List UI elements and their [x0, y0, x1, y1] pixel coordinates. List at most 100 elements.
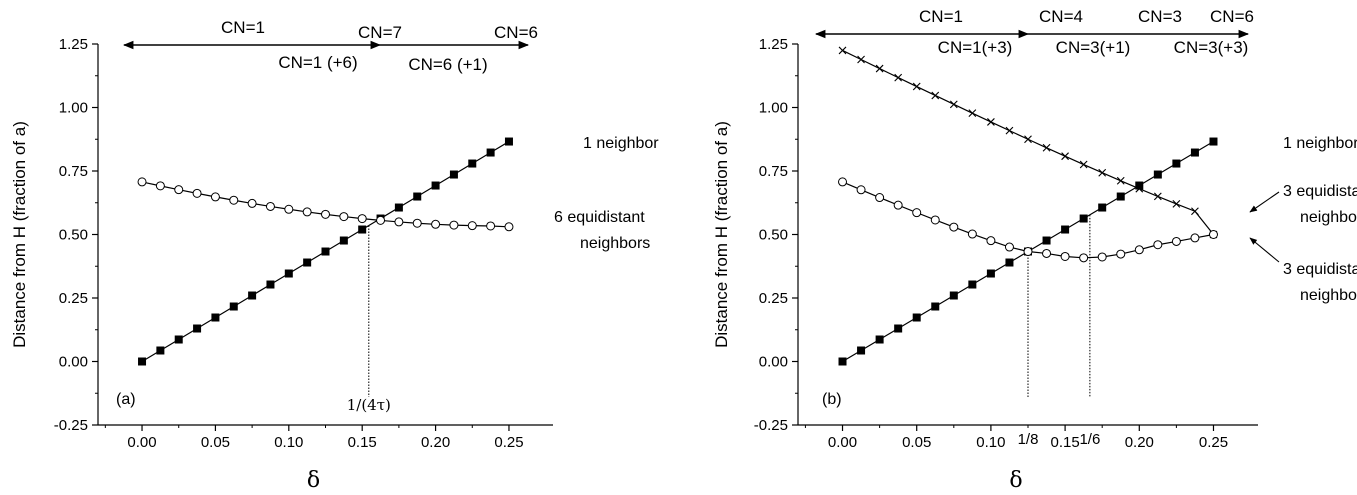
marker-circle [1153, 240, 1163, 250]
marker-square [358, 225, 367, 234]
x-tick-label: 0.20 [1125, 434, 1154, 451]
x-tick-label: 0.15 [1050, 434, 1079, 451]
x-tick-label: 0.00 [127, 434, 156, 451]
marker-circle [1097, 252, 1107, 262]
y-tick-label: 1.25 [759, 36, 788, 53]
marker-square [857, 346, 866, 355]
marker-square [229, 302, 238, 311]
marker-square [1061, 225, 1070, 234]
marker-square [284, 269, 293, 278]
panel-tag: (a) [116, 391, 136, 408]
marker-square [912, 313, 921, 322]
marker-cross [987, 118, 995, 126]
x-tick-label: 0.05 [201, 434, 230, 451]
marker-circle [1004, 242, 1014, 252]
panel-tag: (b) [822, 391, 842, 408]
cn-label: CN=3(+3) [1174, 38, 1249, 57]
y-tick-label: 0.50 [59, 227, 88, 244]
marker-cross [857, 55, 865, 64]
marker-circle [912, 208, 922, 218]
vline-label: 1/8 [1018, 431, 1039, 448]
cn-label: CN=6 (+1) [408, 55, 487, 74]
marker-circle [376, 215, 386, 225]
marker-cross [912, 82, 921, 91]
cn-label: CN=1 [221, 18, 265, 37]
marker-cross [1098, 168, 1107, 177]
marker-circle [210, 192, 220, 202]
marker-square [894, 324, 903, 333]
marker-circle [339, 212, 349, 222]
y-tick-label: -0.25 [754, 417, 788, 434]
marker-cross [968, 109, 977, 118]
panel-a: -0.25 0.00 0.25 0.50 0.75 1.00 1.25 0.00 0.05 0.1… [10, 18, 659, 493]
marker-circle [302, 207, 312, 217]
marker-square [468, 159, 477, 168]
marker-square [486, 148, 495, 157]
marker-square [1209, 137, 1218, 146]
marker-square [266, 280, 275, 289]
vline-label: 1/(4τ) [347, 396, 391, 414]
marker-square [193, 324, 202, 333]
cn-label: CN=1 [919, 7, 963, 26]
x-tick-label: 0.25 [1199, 434, 1228, 451]
pointer-arrow [1249, 191, 1280, 213]
marker-square [931, 302, 940, 311]
marker-square [449, 170, 458, 179]
marker-circle [412, 218, 422, 228]
marker-square [1079, 214, 1088, 223]
x-tick-label: 0.10 [274, 434, 303, 451]
marker-square [875, 335, 884, 344]
marker-circle [486, 221, 496, 231]
marker-cross [1135, 184, 1144, 193]
marker-square [1153, 170, 1162, 179]
x-tick-label: 0.05 [902, 434, 931, 451]
marker-cross [931, 91, 940, 100]
marker-square [431, 181, 440, 190]
y-tick-label: 1.00 [759, 100, 788, 117]
marker-square [986, 269, 995, 278]
series-label: neighbors [1300, 209, 1357, 226]
marker-circle [875, 193, 885, 203]
cn-label: CN=1 (+6) [278, 53, 357, 72]
y-tick-label: 0.00 [759, 354, 788, 371]
marker-square [1098, 203, 1107, 212]
marker-cross [1024, 135, 1032, 144]
marker-circle [1171, 236, 1181, 246]
x-tick-label: 0.25 [494, 434, 523, 451]
marker-cross [1116, 176, 1125, 185]
marker-circle [1190, 233, 1200, 243]
marker-cross [949, 100, 958, 109]
marker-cross [1172, 200, 1181, 208]
y-tick-label: -0.25 [54, 417, 88, 434]
cn-label: CN=1(+3) [938, 38, 1013, 57]
marker-circle [856, 185, 866, 195]
marker-square [968, 280, 977, 289]
marker-circle [986, 236, 996, 246]
marker-circle [467, 221, 477, 231]
x-axis-title: δ [307, 468, 320, 493]
y-tick-label: 0.00 [59, 354, 88, 371]
marker-circle [155, 181, 165, 191]
x-axis-title: δ [1009, 468, 1022, 493]
marker-circle [247, 198, 257, 208]
x-tick-label: 0.10 [976, 434, 1005, 451]
marker-square [1172, 159, 1181, 168]
panel-b: -0.25 0.00 0.25 0.50 0.75 1.00 1.25 0.00 0.05 0.1… [712, 7, 1357, 493]
vline-label: 1/6 [1079, 431, 1100, 448]
y-axis-title: Distance from H (fraction of a) [10, 121, 29, 348]
marker-cross [1079, 160, 1088, 169]
marker-circle [1042, 248, 1052, 258]
cn-label: CN=7 [358, 23, 402, 42]
marker-cross [1153, 192, 1162, 201]
pointer-arrow [1249, 237, 1280, 263]
marker-circle [838, 177, 848, 187]
marker-circle [1060, 251, 1070, 261]
series-label: 3 equidistant [1283, 261, 1357, 278]
marker-cross [1042, 143, 1051, 152]
marker-square [838, 357, 847, 366]
series-line [141, 181, 509, 228]
marker-circle [357, 214, 367, 224]
marker-square [394, 203, 403, 212]
x-tick-label: 0.15 [348, 434, 377, 451]
